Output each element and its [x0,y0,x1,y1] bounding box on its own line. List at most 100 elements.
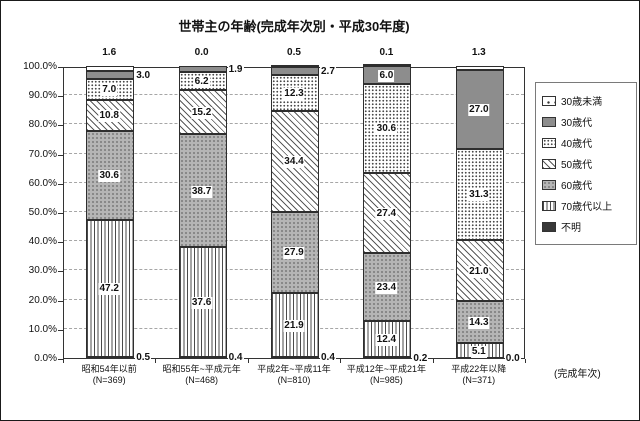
legend: 30歳未満 30歳代 40歳代 50歳代 60歳代 70歳代以上 不明 [535,82,637,245]
y-axis-tick-label: 20.0% [28,294,57,306]
legend-item: 30歳未満 [542,90,630,111]
x-category-label: 昭和54年以前 (N=369) [82,364,137,386]
data-label: 0.1 [378,47,395,59]
data-label: 10.8 [98,110,120,123]
data-label: 0.5 [286,47,302,59]
x-axis-tick-mark [432,359,434,363]
legend-item: 70歳代以上 [542,195,630,216]
x-axis-tick-mark [155,359,157,363]
bar-segment-under30 [363,64,412,67]
data-label: 15.2 [190,106,213,119]
y-axis-tick-mark [58,359,63,360]
y-axis-tick-label: 50.0% [28,207,57,218]
legend-item: 50歳代 [542,153,630,174]
data-label: 0.0 [193,47,210,59]
y-axis-tick-label: 90.0% [28,90,57,102]
data-label: 1.6 [101,47,118,59]
legend-swatch-70plus [542,200,556,211]
bar-segment-50s [86,99,135,131]
plot-area [63,64,525,359]
y-axis-tick-label: 80.0% [28,119,57,131]
category-name: 昭和55年~平成元年 [162,364,241,374]
y-axis-tick-label: 30.0% [28,265,57,277]
y-axis-tick-label: 0.0% [34,353,57,364]
y-axis-tick-label: 10.0% [28,323,57,335]
data-label: 30.6 [375,123,398,136]
y-axis-tick-mark [58,67,63,68]
data-label: 7.0 [101,84,118,97]
data-label: 34.4 [283,156,305,169]
data-label: 6.2 [193,75,210,88]
legend-swatch-40s [542,137,556,148]
x-axis-tick-mark [525,359,526,363]
y-axis-tick-label: 100.0% [23,61,57,72]
y-axis-tick-label: 70.0% [28,148,57,160]
x-category-label: 平成22年以降 (N=371) [451,364,506,386]
legend-swatch-50s [542,158,556,169]
legend-label: 30歳代 [561,118,593,129]
data-label: 47.2 [98,283,120,296]
x-axis-tick-mark [247,359,249,363]
y-axis-tick-mark [58,242,63,244]
x-category-label: 平成2年~平成11年 (N=810) [257,364,331,386]
legend-label: 40歳代 [561,139,593,150]
bar-segment-50s [455,240,504,302]
category-sample-size: (N=985) [370,375,403,385]
data-label: 27.9 [283,247,305,260]
legend-swatch-30s [542,116,556,127]
legend-swatch-under30 [542,95,556,106]
data-label: 27.0 [468,104,490,117]
data-label: 37.6 [190,296,213,309]
x-axis-tick-mark [63,359,64,363]
y-axis-tick-mark [58,96,63,98]
x-category-label: 平成12年~平成21年 (N=985) [347,364,426,386]
category-name: 平成22年以降 [451,364,507,374]
data-label: 0.4 [320,352,336,365]
y-axis-tick-mark [58,300,63,302]
data-label: 27.4 [375,208,398,221]
x-axis-tick-mark [340,359,342,363]
legend-item: 不明 [542,216,630,237]
x-category-label: 昭和55年~平成元年 (N=468) [162,364,240,386]
category-name: 平成12年~平成21年 [346,364,427,374]
data-label: 12.3 [283,88,305,101]
legend-label: 不明 [561,223,581,234]
bar-segment-50s [271,111,319,212]
bar-segment-under30 [271,65,319,68]
legend-item: 30歳代 [542,111,630,132]
category-sample-size: (N=810) [277,375,311,385]
category-name: 昭和54年以前 [81,364,137,374]
category-sample-size: (N=468) [185,375,218,385]
data-label: 1.9 [227,63,244,76]
category-sample-size: (N=369) [92,375,126,385]
data-label: 0.0 [504,353,521,365]
data-label: 0.5 [135,352,152,365]
bar-segment-30s [178,66,227,72]
data-label: 5.1 [470,345,487,358]
y-axis-tick-label: 60.0% [28,177,57,189]
y-axis-tick-label: 40.0% [28,236,57,248]
data-label: 2.7 [320,66,336,79]
legend-item: 60歳代 [542,174,630,195]
bar-segment-under30 [455,66,504,70]
data-label: 0.2 [412,352,429,365]
data-label: 23.4 [375,282,398,295]
bar-segment-30s [271,67,319,76]
bar-segment-30s [86,70,135,80]
data-label: 31.3 [468,189,490,202]
legend-label: 70歳代以上 [561,202,613,213]
category-name: 平成2年~平成11年 [257,364,331,374]
bar-segment-70plus [363,321,412,358]
data-label: 38.7 [190,185,213,198]
data-label: 3.0 [135,69,152,82]
y-axis-tick-mark [58,213,63,214]
legend-label: 50歳代 [561,160,593,171]
data-label: 21.9 [283,319,305,332]
y-axis-tick-mark [58,154,63,156]
legend-label: 60歳代 [561,181,593,192]
data-label: 12.4 [375,334,398,347]
chart-title: 世帯主の年齢(完成年次別・平成30年度) [178,19,410,34]
y-axis-tick-mark [58,329,63,331]
x-axis-caption: (完成年次) [554,369,601,380]
